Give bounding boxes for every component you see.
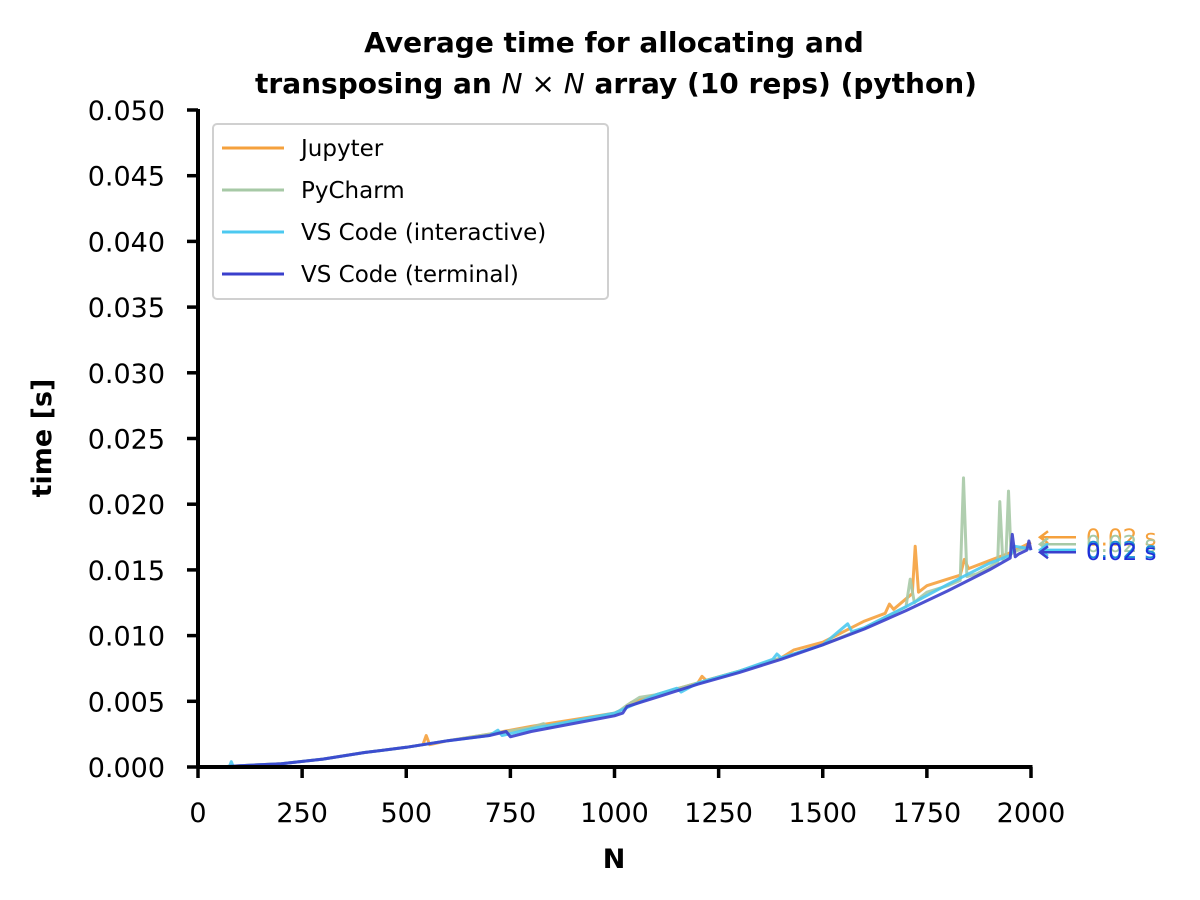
x-tick-label: 1000 xyxy=(580,798,649,829)
end-label-layer: 0.02 s0.02 s0.02 s0.02 s xyxy=(1037,525,1157,566)
title-line-2-prefix: transposing an xyxy=(255,67,502,100)
series-layer xyxy=(218,476,1033,769)
legend-label-jupyter: Jupyter xyxy=(299,136,384,162)
x-axis-label: N xyxy=(603,844,626,875)
y-tick-label: 0.030 xyxy=(88,359,165,390)
y-tick-label: 0.025 xyxy=(88,425,165,456)
x-tick-label: 1750 xyxy=(893,798,962,829)
legend-label-pycharm: PyCharm xyxy=(301,178,405,204)
legend: Jupyter PyCharm VS Code (interactive) VS Co… xyxy=(212,123,609,300)
legend-label-vs-code-terminal: VS Code (terminal) xyxy=(301,262,519,288)
y-tick-label: 0.050 xyxy=(88,96,165,127)
y-tick-label: 0.045 xyxy=(88,162,165,193)
x-tick-label: 250 xyxy=(276,798,328,829)
x-tick-label: 500 xyxy=(380,798,432,829)
end-arrow-head-vs-code-terminal xyxy=(1037,545,1049,560)
x-tick-label: 750 xyxy=(485,798,537,829)
series-line-pycharm xyxy=(218,476,1032,769)
end-label-jupyter: 0.02 s xyxy=(1086,525,1157,551)
end-arrow-head-vs-code-interactive xyxy=(1037,542,1049,557)
y-tick-label: 0.000 xyxy=(88,753,165,784)
title-math: N × N xyxy=(502,67,585,100)
title-line-2: transposing an N × N array (10 reps) (py… xyxy=(255,67,977,100)
title-line-2-suffix: array (10 reps) (python) xyxy=(585,67,977,100)
y-tick-label: 0.010 xyxy=(88,622,165,653)
y-tick-label: 0.015 xyxy=(88,556,165,587)
axes: 0 250 500 750 1000 1250 1500 1750 2000 0.000 0.005… xyxy=(88,96,1066,829)
end-label-vs-code-terminal: 0.02 s xyxy=(1086,540,1157,566)
chart-title: Average time for allocating and transpos… xyxy=(255,26,977,100)
end-label-vs-code-interactive: 0.02 s xyxy=(1086,538,1157,564)
legend-label-vs-code-interactive: VS Code (interactive) xyxy=(301,220,546,246)
series-line-jupyter xyxy=(218,540,1032,769)
end-label-pycharm: 0.02 s xyxy=(1086,532,1157,558)
x-tick-label: 2000 xyxy=(997,798,1066,829)
title-line-1: Average time for allocating and xyxy=(364,26,864,59)
x-tick-label: 0 xyxy=(189,798,206,829)
y-tick-label: 0.005 xyxy=(88,687,165,718)
x-tick-label: 1250 xyxy=(684,798,753,829)
y-tick-label: 0.035 xyxy=(88,293,165,324)
legend-frame xyxy=(212,123,609,300)
y-axis-label: time [s] xyxy=(27,379,58,498)
series-line-vs-code-terminal xyxy=(218,532,1033,769)
y-tick-label: 0.040 xyxy=(88,227,165,258)
x-tick-label: 1500 xyxy=(788,798,857,829)
y-tick-label: 0.020 xyxy=(88,490,165,521)
